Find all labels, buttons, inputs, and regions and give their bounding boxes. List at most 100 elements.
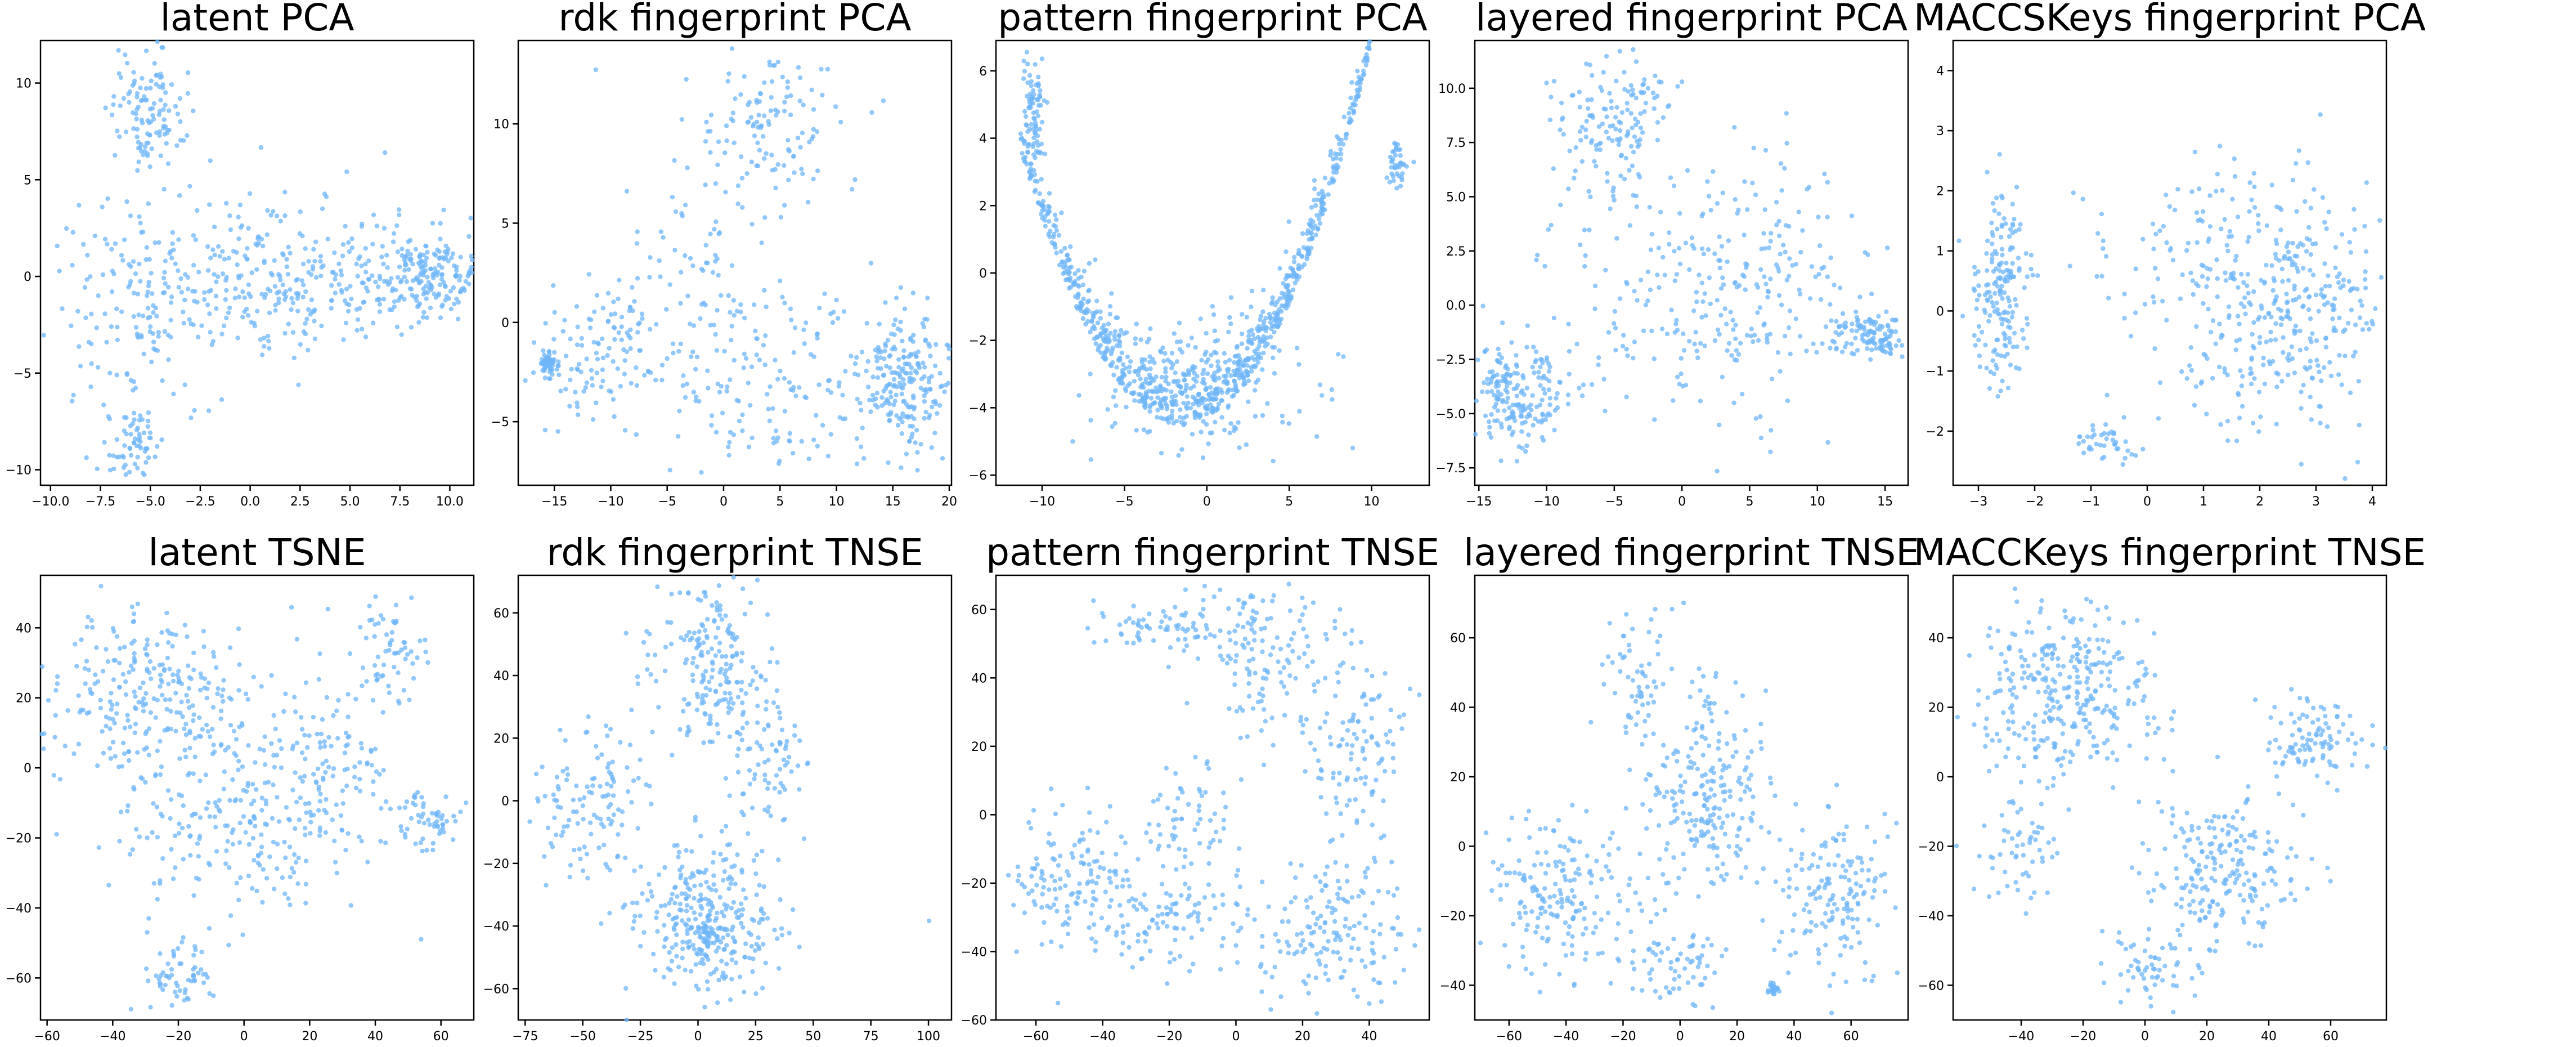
scatter-point: [2289, 344, 2295, 350]
scatter-point: [1626, 89, 1631, 94]
scatter-point: [1781, 243, 1786, 248]
scatter-point: [1148, 366, 1153, 372]
scatter-point: [2112, 441, 2117, 447]
scatter-point: [780, 294, 785, 299]
subplot-5: MACCSKeys fingerprint PCA−3 −2 −1 0 1 2 3 4−2−1…: [1914, 0, 2426, 509]
scatter-point: [152, 773, 158, 778]
x-tick-label: −3: [1969, 495, 1987, 509]
scatter-point: [308, 831, 313, 836]
scatter-point: [226, 942, 231, 948]
scatter-point: [1196, 391, 1201, 397]
scatter-point: [790, 451, 796, 456]
scatter-point: [759, 240, 764, 245]
scatter-point: [331, 713, 336, 718]
scatter-point: [1703, 313, 1708, 318]
scatter-point: [1690, 243, 1695, 248]
scatter-point: [1632, 117, 1638, 122]
scatter-point: [754, 352, 760, 357]
scatter-point: [833, 104, 838, 109]
scatter-point: [2362, 223, 2367, 229]
scatter-point: [1107, 304, 1113, 309]
scatter-point: [1679, 356, 1684, 361]
scatter-point: [611, 299, 616, 305]
scatter-point: [134, 827, 139, 832]
scatter-point: [1205, 371, 1210, 377]
scatter-point: [1280, 290, 1285, 296]
scatter-point: [2248, 366, 2253, 371]
scatter-point: [1540, 360, 1545, 365]
scatter-point: [226, 745, 231, 750]
scatter-point: [2099, 456, 2104, 461]
scatter-point: [2129, 452, 2134, 457]
scatter-point: [679, 117, 685, 122]
scatter-point: [1331, 170, 1336, 175]
scatter-point: [222, 769, 227, 775]
scatter-point: [2256, 213, 2261, 218]
scatter-point: [907, 375, 912, 381]
scatter-point: [841, 309, 847, 314]
scatter-point: [252, 815, 257, 820]
scatter-point: [147, 430, 153, 435]
scatter-point: [2188, 270, 2193, 276]
scatter-point: [207, 289, 212, 294]
scatter-point: [318, 254, 323, 259]
scatter-point: [444, 818, 450, 824]
scatter-point: [1304, 253, 1310, 259]
scatter-point: [157, 133, 162, 138]
scatter-point: [1582, 264, 1587, 269]
scatter-point: [2326, 273, 2331, 279]
scatter-point: [176, 946, 181, 951]
scatter-point: [230, 842, 235, 847]
scatter-point: [324, 758, 329, 764]
scatter-point: [886, 460, 891, 466]
scatter-point: [1091, 324, 1097, 329]
scatter-point: [1989, 220, 1994, 226]
scatter-point: [263, 798, 268, 803]
scatter-point: [458, 809, 463, 815]
scatter-point: [1546, 227, 1551, 232]
scatter-point: [1778, 369, 1783, 374]
y-tick-label: −7.5: [1436, 462, 1466, 476]
scatter-point: [113, 754, 118, 759]
scatter-point: [275, 842, 280, 847]
scatter-point: [2201, 301, 2206, 306]
scatter-point: [177, 96, 182, 101]
scatter-point: [1274, 299, 1280, 305]
scatter-point: [191, 952, 196, 958]
scatter-point: [1080, 283, 1086, 288]
scatter-point: [814, 413, 819, 418]
scatter-point: [1507, 380, 1513, 386]
x-tick-label: −20: [165, 1030, 191, 1044]
scatter-point: [556, 363, 561, 368]
scatter-point: [1995, 337, 2000, 342]
scatter-point: [882, 348, 887, 354]
scatter-point: [151, 339, 156, 344]
scatter-point: [444, 294, 449, 299]
scatter-point: [600, 367, 605, 373]
scatter-point: [179, 681, 185, 687]
scatter-point: [1743, 261, 1748, 266]
scatter-point: [1798, 249, 1803, 255]
scatter-point: [722, 348, 727, 354]
scatter-point: [791, 350, 797, 355]
scatter-point: [1869, 292, 1874, 297]
scatter-point: [2103, 254, 2109, 259]
scatter-point: [896, 357, 901, 362]
scatter-point: [1037, 127, 1043, 132]
scatter-point: [143, 966, 149, 972]
scatter-point: [185, 699, 191, 704]
scatter-point: [815, 444, 820, 449]
scatter-point: [2320, 195, 2326, 200]
scatter-point: [2324, 226, 2329, 231]
scatter-point: [746, 102, 751, 108]
scatter-point: [281, 253, 286, 258]
scatter-point: [317, 833, 322, 838]
scatter-point: [1558, 380, 1563, 385]
scatter-point: [450, 251, 456, 256]
scatter-point: [870, 397, 876, 402]
scatter-point: [1504, 383, 1510, 388]
scatter-point: [155, 348, 160, 353]
scatter-point: [1213, 339, 1218, 344]
scatter-point: [159, 630, 164, 635]
scatter-point: [573, 390, 578, 395]
